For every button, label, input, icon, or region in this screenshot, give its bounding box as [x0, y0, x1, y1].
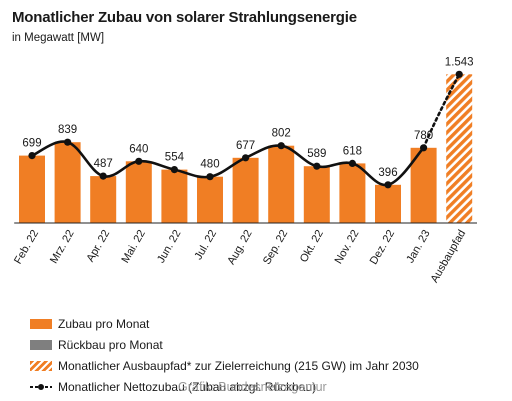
net-point-1	[64, 138, 72, 146]
value-label-7: 802	[272, 128, 291, 140]
net-point-8	[313, 162, 321, 170]
net-point-12	[455, 70, 463, 78]
value-label-2: 487	[94, 158, 113, 170]
x-tick-label-10: Dez. 22	[368, 228, 397, 267]
bar-zubau-0	[19, 155, 45, 223]
bar-zubau-7	[268, 145, 295, 223]
net-point-10	[384, 181, 392, 189]
net-point-9	[348, 159, 356, 167]
bar-chart: 699 839 487 640 554 480 677 802 589 618 396 780 1.54…	[12, 56, 477, 285]
bar-zubau-4	[161, 169, 188, 223]
legend-swatch-nettozubau	[30, 382, 52, 392]
bar-zubau-3	[125, 161, 152, 223]
x-tick-label-6: Aug. 22	[225, 228, 254, 267]
x-tick-label-0: Feb. 22	[12, 228, 41, 266]
x-tick-label-8: Okt. 22	[298, 228, 326, 265]
bar-zubau-1	[54, 142, 81, 223]
x-tick-label-7: Sep. 22	[261, 228, 290, 267]
bar-zubau-6	[232, 157, 259, 223]
value-label-0: 699	[22, 138, 41, 150]
x-tick-label-2: Apr. 22	[84, 228, 112, 264]
legend-label-ausbaupfad: Monatlicher Ausbaupfad* zur Zielerreichu…	[58, 358, 419, 373]
legend-swatch-ausbaupfad	[30, 360, 52, 371]
value-label-1: 839	[58, 124, 77, 136]
legend-item-ausbaupfad: Monatlicher Ausbaupfad* zur Zielerreichu…	[30, 355, 419, 376]
x-tick-label-1: Mrz. 22	[48, 228, 77, 266]
value-label-9: 618	[343, 145, 362, 157]
x-tick-label-5: Jul. 22	[193, 228, 220, 262]
chart-legend: Zubau pro Monat Rückbau pro Monat Monatl…	[30, 313, 419, 397]
net-line-target-dotted	[422, 73, 461, 150]
bar-ausbaupfad	[446, 74, 473, 223]
net-point-5	[206, 173, 214, 181]
net-point-7	[277, 142, 285, 150]
value-label-11: 780	[414, 130, 433, 142]
value-label-8: 589	[307, 148, 326, 160]
value-label-12: 1.543	[445, 56, 474, 68]
bar-zubau-8	[303, 166, 330, 223]
x-tick-label-4: Jun. 22	[155, 228, 183, 265]
net-point-3	[135, 157, 143, 165]
legend-label-zubau: Zubau pro Monat	[58, 316, 150, 331]
legend-label-nettozubau: Monatlicher Nettozubau (Zubau abzgl. Rüc…	[58, 379, 317, 394]
net-point-2	[99, 172, 107, 180]
legend-swatch-zubau	[30, 318, 52, 329]
value-label-6: 677	[236, 140, 255, 152]
legend-swatch-rueckbau	[30, 339, 52, 350]
net-point-4	[170, 166, 178, 174]
net-point-0	[28, 152, 36, 160]
x-tick-label-3: Mai. 22	[119, 228, 147, 265]
legend-item-zubau: Zubau pro Monat	[30, 313, 419, 334]
x-tick-label-9: Nov. 22	[333, 228, 362, 266]
net-point-6	[242, 154, 250, 162]
x-tick-label-11: Jan. 23	[404, 228, 432, 265]
bar-zubau-5	[197, 176, 223, 223]
legend-label-rueckbau: Rückbau pro Monat	[58, 337, 163, 352]
chart-title: Monatlicher Zubau von solarer Strahlungs…	[12, 9, 357, 26]
bar-zubau-10	[375, 184, 401, 223]
bar-zubau-2	[90, 176, 117, 223]
bar-zubau-9	[339, 163, 366, 223]
value-label-4: 554	[165, 152, 185, 164]
chart-subtitle: in Megawatt [MW]	[12, 32, 105, 44]
net-point-11	[420, 144, 428, 152]
legend-item-nettozubau: Monatlicher Nettozubau (Zubau abzgl. Rüc…	[30, 376, 419, 397]
x-tick-label-12: Ausbaupfad	[429, 228, 469, 285]
value-label-5: 480	[200, 159, 219, 171]
value-label-3: 640	[129, 143, 148, 155]
value-label-10: 396	[378, 167, 397, 179]
legend-item-rueckbau: Rückbau pro Monat	[30, 334, 419, 355]
source-credit: Grafik: Bundesnetzagentur	[178, 380, 327, 394]
